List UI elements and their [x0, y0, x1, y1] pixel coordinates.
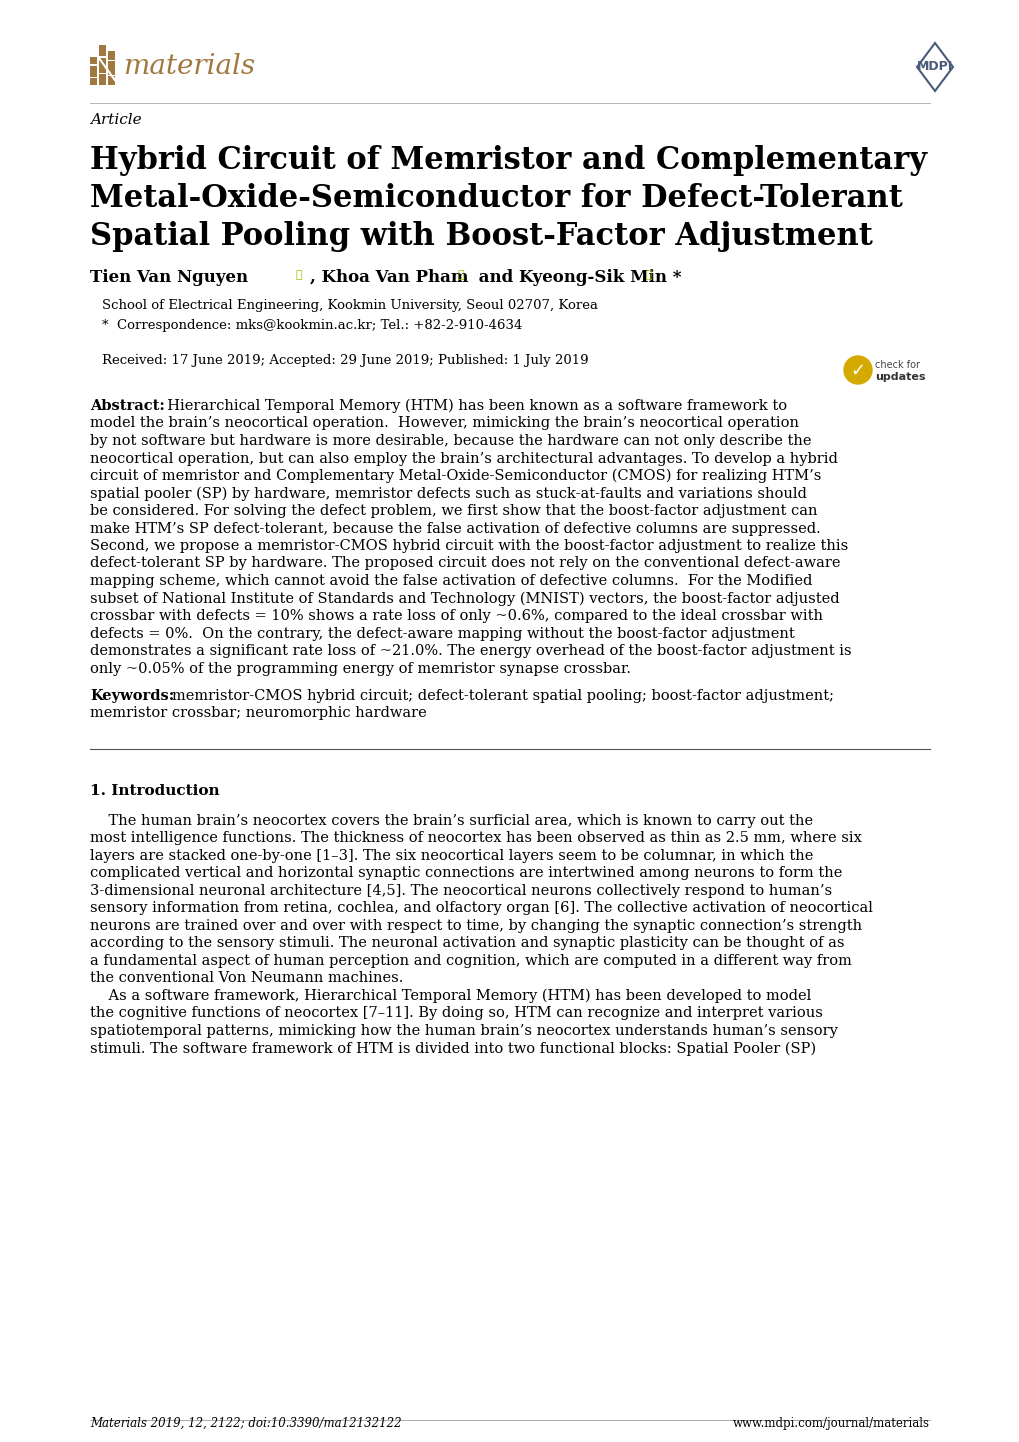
Text: Second, we propose a memristor-CMOS hybrid circuit with the boost-factor adjustm: Second, we propose a memristor-CMOS hybr…: [90, 539, 848, 552]
Text: sensory information from retina, cochlea, and olfactory organ [6]. The collectiv: sensory information from retina, cochlea…: [90, 901, 872, 916]
Text: memristor crossbar; neuromorphic hardware: memristor crossbar; neuromorphic hardwar…: [90, 707, 426, 721]
Circle shape: [843, 356, 871, 384]
FancyBboxPatch shape: [108, 76, 115, 85]
Text: Materials 2019, 12, 2122; doi:10.3390/ma12132122: Materials 2019, 12, 2122; doi:10.3390/ma…: [90, 1417, 401, 1430]
Text: spatial pooler (SP) by hardware, memristor defects such as stuck-at-faults and v: spatial pooler (SP) by hardware, memrist…: [90, 486, 806, 500]
Text: by not software but hardware is more desirable, because the hardware can not onl: by not software but hardware is more des…: [90, 434, 811, 448]
Text: defect-tolerant SP by hardware. The proposed circuit does not rely on the conven: defect-tolerant SP by hardware. The prop…: [90, 557, 840, 571]
Text: check for: check for: [874, 360, 919, 371]
Text: most intelligence functions. The thickness of neocortex has been observed as thi: most intelligence functions. The thickne…: [90, 832, 861, 845]
Text: , Khoa Van Pham: , Khoa Van Pham: [310, 270, 468, 286]
Text: the cognitive functions of neocortex [7–11]. By doing so, HTM can recognize and : the cognitive functions of neocortex [7–…: [90, 1007, 822, 1021]
Text: MDPI: MDPI: [916, 61, 952, 74]
Text: Metal-Oxide-Semiconductor for Defect-Tolerant: Metal-Oxide-Semiconductor for Defect-Tol…: [90, 183, 902, 213]
Text: the conventional Von Neumann machines.: the conventional Von Neumann machines.: [90, 972, 403, 985]
Text: complicated vertical and horizontal synaptic connections are intertwined among n: complicated vertical and horizontal syna…: [90, 867, 842, 881]
Text: a fundamental aspect of human perception and cognition, which are computed in a : a fundamental aspect of human perception…: [90, 955, 851, 968]
Text: subset of National Institute of Standards and Technology (MNIST) vectors, the bo: subset of National Institute of Standard…: [90, 591, 839, 606]
Text: Hierarchical Temporal Memory (HTM) has been known as a software framework to: Hierarchical Temporal Memory (HTM) has b…: [158, 399, 787, 414]
FancyBboxPatch shape: [90, 78, 97, 85]
Text: circuit of memristor and Complementary Metal-Oxide-Semiconductor (CMOS) for real: circuit of memristor and Complementary M…: [90, 469, 820, 483]
Text: 1. Introduction: 1. Introduction: [90, 784, 219, 797]
Text: *  Correspondence: mks@kookmin.ac.kr; Tel.: +82-2-910-4634: * Correspondence: mks@kookmin.ac.kr; Tel…: [102, 319, 522, 332]
FancyBboxPatch shape: [90, 65, 97, 76]
Text: crossbar with defects = 10% shows a rate loss of only ~0.6%, compared to the ide: crossbar with defects = 10% shows a rate…: [90, 609, 822, 623]
Text: neurons are trained over and over with respect to time, by changing the synaptic: neurons are trained over and over with r…: [90, 919, 861, 933]
Text: Spatial Pooling with Boost-Factor Adjustment: Spatial Pooling with Boost-Factor Adjust…: [90, 221, 872, 252]
Text: only ~0.05% of the programming energy of memristor synapse crossbar.: only ~0.05% of the programming energy of…: [90, 662, 631, 675]
Text: updates: updates: [874, 372, 924, 382]
Text: School of Electrical Engineering, Kookmin University, Seoul 02707, Korea: School of Electrical Engineering, Kookmi…: [102, 298, 597, 311]
Text: Tien Van Nguyen: Tien Van Nguyen: [90, 270, 248, 286]
Text: Hybrid Circuit of Memristor and Complementary: Hybrid Circuit of Memristor and Compleme…: [90, 146, 926, 176]
Text: model the brain’s neocortical operation.  However, mimicking the brain’s neocort: model the brain’s neocortical operation.…: [90, 417, 798, 431]
FancyBboxPatch shape: [90, 58, 97, 63]
Text: demonstrates a significant rate loss of ~21.0%. The energy overhead of the boost: demonstrates a significant rate loss of …: [90, 645, 851, 658]
Text: ⓘ: ⓘ: [644, 270, 651, 280]
Text: ⓘ: ⓘ: [458, 270, 465, 280]
FancyBboxPatch shape: [99, 74, 106, 85]
Text: mapping scheme, which cannot avoid the false activation of defective columns.  F: mapping scheme, which cannot avoid the f…: [90, 574, 811, 588]
Text: neocortical operation, but can also employ the brain’s architectural advantages.: neocortical operation, but can also empl…: [90, 451, 837, 466]
FancyBboxPatch shape: [99, 58, 106, 72]
Text: be considered. For solving the defect problem, we first show that the boost-fact: be considered. For solving the defect pr…: [90, 505, 816, 518]
Text: spatiotemporal patterns, mimicking how the human brain’s neocortex understands h: spatiotemporal patterns, mimicking how t…: [90, 1024, 837, 1038]
Text: As a software framework, Hierarchical Temporal Memory (HTM) has been developed t: As a software framework, Hierarchical Te…: [90, 989, 810, 1004]
Text: materials: materials: [123, 53, 255, 81]
Text: ⓘ: ⓘ: [294, 270, 302, 280]
Text: and Kyeong-Sik Min *: and Kyeong-Sik Min *: [473, 270, 681, 286]
Text: ✓: ✓: [850, 362, 865, 381]
Text: Keywords:: Keywords:: [90, 689, 174, 704]
FancyBboxPatch shape: [108, 50, 115, 61]
Text: according to the sensory stimuli. The neuronal activation and synaptic plasticit: according to the sensory stimuli. The ne…: [90, 936, 844, 950]
Text: memristor-CMOS hybrid circuit; defect-tolerant spatial pooling; boost-factor adj: memristor-CMOS hybrid circuit; defect-to…: [172, 689, 834, 704]
FancyBboxPatch shape: [108, 62, 115, 75]
Text: The human brain’s neocortex covers the brain’s surficial area, which is known to: The human brain’s neocortex covers the b…: [90, 813, 812, 828]
Text: make HTM’s SP defect-tolerant, because the false activation of defective columns: make HTM’s SP defect-tolerant, because t…: [90, 522, 820, 535]
Text: Article: Article: [90, 112, 142, 127]
Text: stimuli. The software framework of HTM is divided into two functional blocks: Sp: stimuli. The software framework of HTM i…: [90, 1041, 815, 1056]
Text: 3-dimensional neuronal architecture [4,5]. The neocortical neurons collectively : 3-dimensional neuronal architecture [4,5…: [90, 884, 832, 898]
Text: www.mdpi.com/journal/materials: www.mdpi.com/journal/materials: [733, 1417, 929, 1430]
Text: defects = 0%.  On the contrary, the defect-aware mapping without the boost-facto: defects = 0%. On the contrary, the defec…: [90, 626, 794, 640]
Text: Abstract:: Abstract:: [90, 399, 165, 412]
Text: Received: 17 June 2019; Accepted: 29 June 2019; Published: 1 July 2019: Received: 17 June 2019; Accepted: 29 Jun…: [102, 353, 588, 368]
FancyBboxPatch shape: [99, 45, 106, 56]
Text: layers are stacked one-by-one [1–3]. The six neocortical layers seem to be colum: layers are stacked one-by-one [1–3]. The…: [90, 849, 812, 862]
